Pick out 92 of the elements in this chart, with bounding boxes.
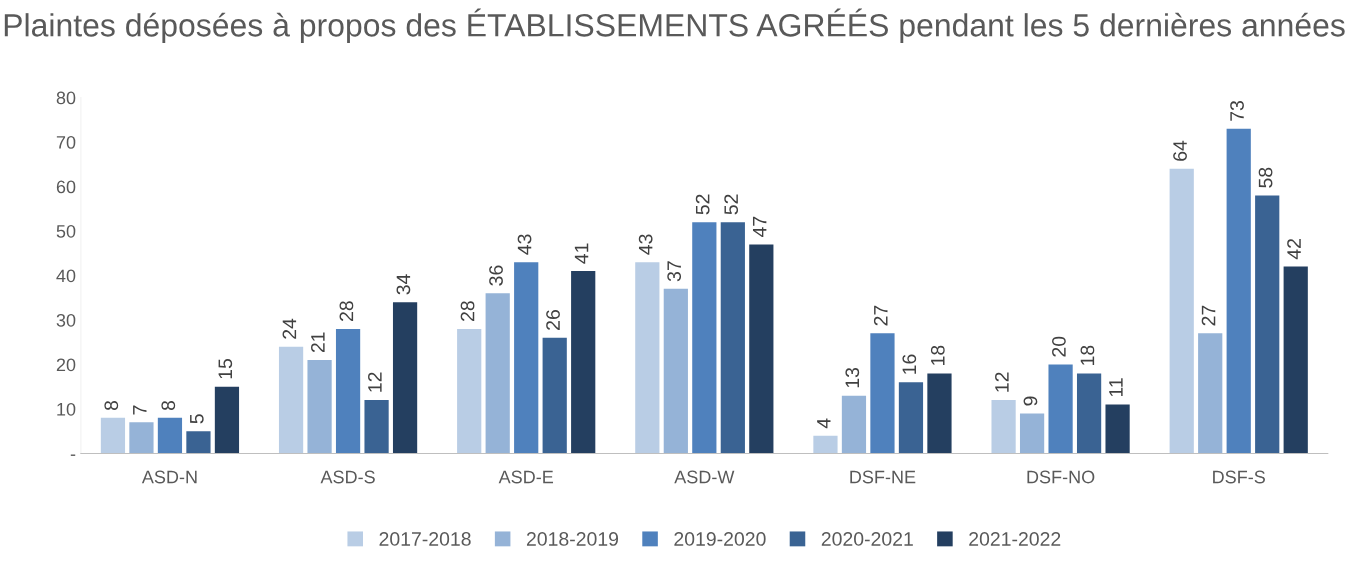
y-tick-label: 50 [56,224,76,238]
data-label: 26 [546,310,560,330]
data-label: 21 [311,332,325,353]
bar [307,360,332,454]
legend-label: 2018-2019 [526,532,619,546]
x-tick-label: DSF-NO [1027,470,1095,484]
data-label: 8 [104,400,119,411]
data-label: 28 [460,301,475,321]
data-label: 12 [995,372,1009,392]
bar [514,262,539,454]
bar [571,271,596,454]
data-label: 28 [339,301,354,321]
bar [335,328,361,454]
data-label: 7 [133,405,147,415]
bar [991,400,1016,454]
data-label: 13 [845,367,860,388]
data-label: 18 [1080,345,1095,365]
data-label: 20 [1052,336,1066,357]
bar [364,400,389,454]
bar [663,288,688,454]
x-tick-label: DSF-S [1213,470,1265,484]
bar [1226,128,1251,454]
data-label: 16 [902,354,917,374]
data-label: 18 [930,345,945,365]
data-label: 58 [1258,167,1273,188]
bar [100,417,126,454]
bar [1169,168,1194,454]
data-label: 5 [190,414,204,424]
y-tick-label: 70 [56,136,76,149]
bar [485,293,510,454]
bar [841,395,867,454]
bar [1019,413,1045,454]
y-tick-label: 30 [56,313,76,327]
y-tick-label: - [70,454,76,456]
bar [129,422,154,454]
legend-label: 2019-2020 [674,532,766,546]
data-label: 24 [282,318,297,339]
data-label: 15 [218,358,233,379]
data-label: 73 [1230,101,1244,121]
bar [1283,266,1308,454]
bar [542,337,567,454]
data-label: 52 [695,194,710,215]
legend-label: 2021-2022 [969,532,1061,546]
bar [635,262,660,454]
data-label: 27 [873,305,888,326]
data-label: 43 [517,234,532,255]
data-label: 52 [724,194,739,215]
bar [214,386,240,454]
data-label: 41 [574,243,589,264]
data-label: 12 [368,372,382,392]
data-label: 37 [667,261,682,282]
data-label: 8 [161,400,176,411]
chart-title: Plaintes déposées à propos des ÉTABLISSEMENTS AGRÉÉS pendant les 5 dernières années [4,8,1345,43]
data-label: 47 [752,216,767,237]
x-tick-label: ASD-N [141,470,197,484]
bar [870,333,895,454]
bar [1255,195,1280,454]
y-tick-label: 10 [57,402,76,416]
x-tick-label: ASD-S [320,470,375,484]
bar [692,222,717,454]
y-tick-label: 80 [56,91,76,105]
data-label: 27 [1201,305,1216,326]
data-label: 64 [1173,140,1187,161]
bar [720,222,745,454]
legend-label: 2020-2021 [821,532,913,546]
bar [1076,373,1102,454]
bar [927,373,952,454]
x-tick-label: ASD-W [674,470,735,484]
bar [457,328,482,454]
y-tick-label: 40 [56,269,76,283]
data-label: 43 [638,234,653,255]
x-tick-label: DSF-NE [850,470,916,484]
data-label: 11 [1109,378,1123,397]
bar [898,382,924,454]
bar [278,346,304,454]
bar [813,435,838,454]
bar [392,302,418,454]
legend-label: 2017-2018 [379,532,471,546]
data-label: 42 [1287,239,1301,260]
data-label: 36 [489,265,503,286]
y-tick-label: 20 [56,358,76,372]
data-label: 4 [817,418,831,429]
y-tick-label: 60 [56,180,76,194]
data-label: 34 [396,274,411,295]
x-tick-label: ASD-E [498,470,554,484]
data-label: 9 [1023,396,1038,406]
bar [1048,364,1073,454]
bar [186,431,211,454]
bar [749,244,774,454]
bar [1105,404,1130,454]
bar [1198,333,1223,454]
bar [157,417,183,454]
